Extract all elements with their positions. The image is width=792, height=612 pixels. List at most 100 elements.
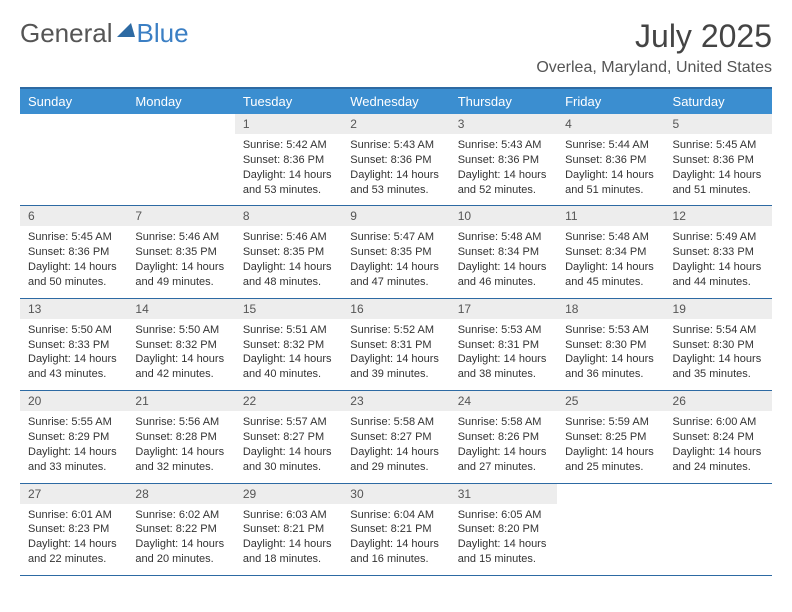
day-number: 9 [342,206,449,226]
sunset-line: Sunset: 8:22 PM [135,522,226,537]
weekday-header: Tuesday [235,88,342,114]
day-number: 8 [235,206,342,226]
day-number: 23 [342,391,449,411]
day-number: 10 [450,206,557,226]
sunrise-line: Sunrise: 5:50 AM [28,323,119,338]
sunset-line: Sunset: 8:32 PM [243,338,334,353]
sunset-line: Sunset: 8:31 PM [350,338,441,353]
sunrise-line: Sunrise: 5:59 AM [565,415,656,430]
sunrise-line: Sunrise: 6:01 AM [28,508,119,523]
day-body: Sunrise: 5:48 AMSunset: 8:34 PMDaylight:… [450,226,557,297]
calendar-week-row: 1Sunrise: 5:42 AMSunset: 8:36 PMDaylight… [20,114,772,206]
day-number: 7 [127,206,234,226]
sunrise-line: Sunrise: 5:52 AM [350,323,441,338]
sunrise-line: Sunrise: 5:58 AM [350,415,441,430]
calendar-cell-empty [20,114,127,206]
day-number: 16 [342,299,449,319]
sunset-line: Sunset: 8:33 PM [28,338,119,353]
sunrise-line: Sunrise: 5:47 AM [350,230,441,245]
page-title: July 2025 [536,18,772,55]
daylight-line: Daylight: 14 hours and 35 minutes. [673,352,764,382]
day-number: 24 [450,391,557,411]
day-number: 14 [127,299,234,319]
calendar-week-row: 13Sunrise: 5:50 AMSunset: 8:33 PMDayligh… [20,298,772,390]
sunrise-line: Sunrise: 5:55 AM [28,415,119,430]
sunset-line: Sunset: 8:29 PM [28,430,119,445]
sunrise-line: Sunrise: 5:42 AM [243,138,334,153]
daylight-line: Daylight: 14 hours and 44 minutes. [673,260,764,290]
calendar-cell: 21Sunrise: 5:56 AMSunset: 8:28 PMDayligh… [127,391,234,483]
day-body: Sunrise: 5:42 AMSunset: 8:36 PMDaylight:… [235,134,342,205]
day-body: Sunrise: 6:02 AMSunset: 8:22 PMDaylight:… [127,504,234,575]
sunrise-line: Sunrise: 5:50 AM [135,323,226,338]
day-number: 31 [450,484,557,504]
day-body: Sunrise: 5:51 AMSunset: 8:32 PMDaylight:… [235,319,342,390]
sunrise-line: Sunrise: 5:43 AM [458,138,549,153]
day-body: Sunrise: 5:54 AMSunset: 8:30 PMDaylight:… [665,319,772,390]
calendar-cell: 12Sunrise: 5:49 AMSunset: 8:33 PMDayligh… [665,206,772,298]
weekday-header: Thursday [450,88,557,114]
calendar-cell: 3Sunrise: 5:43 AMSunset: 8:36 PMDaylight… [450,114,557,206]
triangle-icon [117,23,135,37]
day-body: Sunrise: 6:03 AMSunset: 8:21 PMDaylight:… [235,504,342,575]
calendar-cell: 1Sunrise: 5:42 AMSunset: 8:36 PMDaylight… [235,114,342,206]
daylight-line: Daylight: 14 hours and 16 minutes. [350,537,441,567]
calendar-cell: 17Sunrise: 5:53 AMSunset: 8:31 PMDayligh… [450,298,557,390]
calendar-cell: 22Sunrise: 5:57 AMSunset: 8:27 PMDayligh… [235,391,342,483]
day-body: Sunrise: 5:46 AMSunset: 8:35 PMDaylight:… [127,226,234,297]
day-number [127,114,234,134]
day-body: Sunrise: 5:43 AMSunset: 8:36 PMDaylight:… [342,134,449,205]
sunrise-line: Sunrise: 6:04 AM [350,508,441,523]
daylight-line: Daylight: 14 hours and 51 minutes. [565,168,656,198]
day-number: 21 [127,391,234,411]
sunset-line: Sunset: 8:34 PM [458,245,549,260]
day-body: Sunrise: 6:04 AMSunset: 8:21 PMDaylight:… [342,504,449,575]
sunrise-line: Sunrise: 5:48 AM [458,230,549,245]
calendar-body: 1Sunrise: 5:42 AMSunset: 8:36 PMDaylight… [20,114,772,575]
sunrise-line: Sunrise: 5:53 AM [458,323,549,338]
day-number: 6 [20,206,127,226]
title-block: July 2025 Overlea, Maryland, United Stat… [536,18,772,77]
sunset-line: Sunset: 8:35 PM [350,245,441,260]
daylight-line: Daylight: 14 hours and 53 minutes. [243,168,334,198]
weekday-header: Wednesday [342,88,449,114]
calendar-cell: 31Sunrise: 6:05 AMSunset: 8:20 PMDayligh… [450,483,557,575]
daylight-line: Daylight: 14 hours and 50 minutes. [28,260,119,290]
sunrise-line: Sunrise: 5:43 AM [350,138,441,153]
header: General Blue July 2025 Overlea, Maryland… [20,18,772,77]
sunrise-line: Sunrise: 6:05 AM [458,508,549,523]
sunrise-line: Sunrise: 5:48 AM [565,230,656,245]
daylight-line: Daylight: 14 hours and 15 minutes. [458,537,549,567]
day-number: 15 [235,299,342,319]
sunset-line: Sunset: 8:31 PM [458,338,549,353]
sunrise-line: Sunrise: 5:44 AM [565,138,656,153]
day-number: 19 [665,299,772,319]
day-number: 18 [557,299,664,319]
day-body: Sunrise: 5:55 AMSunset: 8:29 PMDaylight:… [20,411,127,482]
day-body [557,504,664,566]
daylight-line: Daylight: 14 hours and 27 minutes. [458,445,549,475]
calendar-week-row: 6Sunrise: 5:45 AMSunset: 8:36 PMDaylight… [20,206,772,298]
daylight-line: Daylight: 14 hours and 32 minutes. [135,445,226,475]
sunrise-line: Sunrise: 5:45 AM [673,138,764,153]
daylight-line: Daylight: 14 hours and 22 minutes. [28,537,119,567]
sunset-line: Sunset: 8:28 PM [135,430,226,445]
calendar-cell-empty [127,114,234,206]
day-number: 29 [235,484,342,504]
calendar-cell-empty [665,483,772,575]
day-number: 3 [450,114,557,134]
day-body: Sunrise: 5:46 AMSunset: 8:35 PMDaylight:… [235,226,342,297]
day-number: 27 [20,484,127,504]
day-body: Sunrise: 5:56 AMSunset: 8:28 PMDaylight:… [127,411,234,482]
daylight-line: Daylight: 14 hours and 49 minutes. [135,260,226,290]
calendar-cell: 5Sunrise: 5:45 AMSunset: 8:36 PMDaylight… [665,114,772,206]
calendar-cell: 16Sunrise: 5:52 AMSunset: 8:31 PMDayligh… [342,298,449,390]
sunrise-line: Sunrise: 6:03 AM [243,508,334,523]
calendar-cell: 11Sunrise: 5:48 AMSunset: 8:34 PMDayligh… [557,206,664,298]
calendar-cell: 13 Sunrise: 5:50 AMSunset: 8:33 PMDayligh… [20,298,127,390]
daylight-line: Daylight: 14 hours and 33 minutes. [28,445,119,475]
calendar-cell: 2Sunrise: 5:43 AMSunset: 8:36 PMDaylight… [342,114,449,206]
daylight-line: Daylight: 14 hours and 43 minutes. [28,352,119,382]
sunrise-line: Sunrise: 5:53 AM [565,323,656,338]
day-number: 13 [20,299,127,319]
